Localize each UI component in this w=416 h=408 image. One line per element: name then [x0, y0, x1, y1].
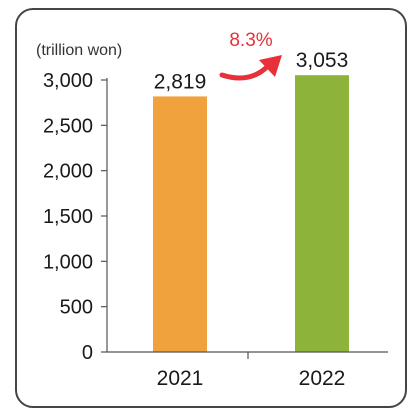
y-tick-label: 500	[60, 297, 93, 319]
unit-label: (trillion won)	[36, 42, 122, 59]
data-labels: 2,819 3,053	[154, 49, 349, 93]
bar-chart: (trillion won) 0 500 1,000 1,500 2,000 2,500 3…	[36, 30, 388, 390]
growth-arrow-curve	[219, 63, 271, 81]
x-axis: 2021 2022	[107, 351, 388, 390]
y-tick-label: 2,000	[43, 161, 93, 183]
growth-annotation: 8.3%	[219, 30, 282, 81]
bar-2022	[295, 75, 349, 352]
data-label-2022: 3,053	[296, 49, 349, 72]
x-tick-label: 2022	[299, 367, 346, 390]
growth-arrow-head-icon	[259, 55, 282, 77]
y-tick-label: 3,000	[43, 70, 93, 92]
x-tick-label: 2021	[157, 367, 204, 390]
bars	[153, 75, 349, 352]
y-tick-label: 1,500	[43, 206, 93, 228]
bar-2021	[153, 96, 207, 352]
growth-rate-label: 8.3%	[229, 30, 272, 51]
y-tick-label: 0	[82, 342, 93, 364]
y-tick-label: 2,500	[43, 115, 93, 137]
y-axis: 0 500 1,000 1,500 2,000 2,500 3,000	[43, 70, 108, 364]
y-tick-label: 1,000	[43, 251, 93, 273]
data-label-2021: 2,819	[154, 70, 207, 93]
